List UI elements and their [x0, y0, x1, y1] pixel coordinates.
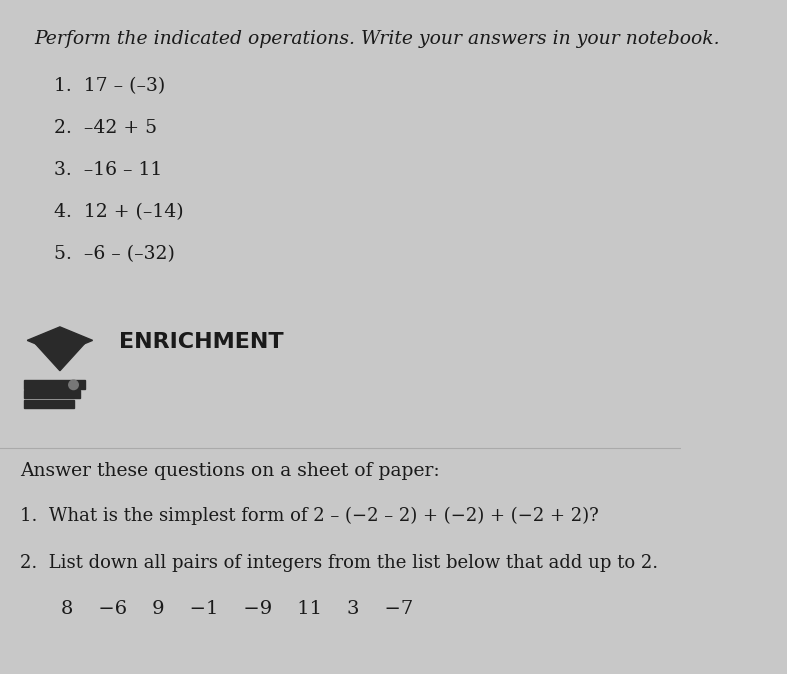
Text: ENRICHMENT: ENRICHMENT [119, 332, 284, 353]
Text: Answer these questions on a sheet of paper:: Answer these questions on a sheet of pap… [20, 462, 440, 480]
Text: 8    −6    9    −1    −9    11    3    −7: 8 −6 9 −1 −9 11 3 −7 [61, 600, 413, 618]
Circle shape [68, 380, 78, 390]
Text: 4.  12 + (–14): 4. 12 + (–14) [54, 203, 184, 221]
Polygon shape [28, 327, 93, 354]
Text: 3.  –16 – 11: 3. –16 – 11 [54, 161, 163, 179]
Polygon shape [35, 344, 84, 371]
FancyBboxPatch shape [24, 390, 79, 398]
Text: 5.  –6 – (–32): 5. –6 – (–32) [54, 245, 176, 263]
Text: Perform the indicated operations. Write your answers in your notebook.: Perform the indicated operations. Write … [34, 30, 719, 49]
Text: 2.  List down all pairs of integers from the list below that add up to 2.: 2. List down all pairs of integers from … [20, 554, 659, 572]
FancyBboxPatch shape [24, 380, 85, 389]
FancyBboxPatch shape [24, 400, 74, 408]
Text: 1.  17 – (–3): 1. 17 – (–3) [54, 78, 166, 96]
Text: 1.  What is the simplest form of 2 – (−2 – 2) + (−2) + (−2 + 2)?: 1. What is the simplest form of 2 – (−2 … [20, 507, 599, 525]
Text: 2.  –42 + 5: 2. –42 + 5 [54, 119, 157, 137]
